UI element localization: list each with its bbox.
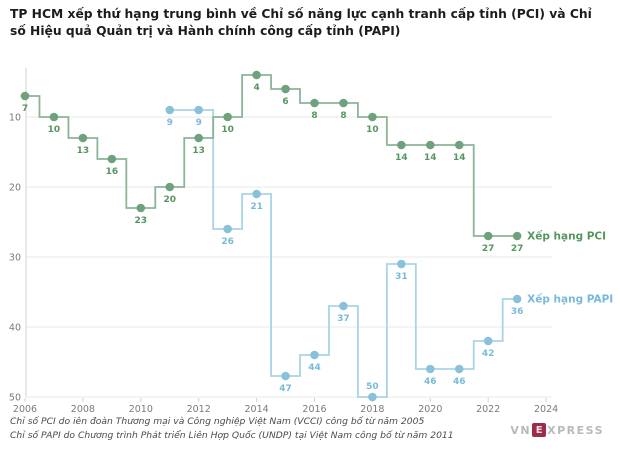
pci-point-label: 13 bbox=[192, 146, 205, 156]
pci-point-label: 14 bbox=[453, 153, 466, 163]
papi-point[interactable] bbox=[339, 301, 348, 311]
pci-point-label: 7 bbox=[22, 104, 28, 114]
papi-point[interactable] bbox=[512, 294, 522, 304]
papi-point[interactable] bbox=[310, 350, 319, 360]
chart-area: 10 20 30 40 50 2006 2008 2010 2012 2014 2016 2018 20… bbox=[0, 60, 620, 416]
pci-point[interactable] bbox=[281, 84, 290, 94]
y-axis-tick-label: 20 bbox=[9, 183, 21, 194]
papi-point-label: 26 bbox=[221, 237, 234, 247]
pci-point[interactable] bbox=[426, 140, 435, 150]
papi-point[interactable] bbox=[426, 364, 435, 374]
x-axis-tick-label: 2020 bbox=[418, 404, 442, 415]
pci-point[interactable] bbox=[512, 231, 522, 241]
vnexpress-logo: VN E XPRESS bbox=[510, 423, 604, 437]
pci-point[interactable] bbox=[454, 140, 464, 150]
x-axis-tick-label: 2024 bbox=[534, 404, 558, 415]
x-axis-tick-label: 2018 bbox=[360, 404, 384, 415]
pci-line bbox=[25, 74, 518, 237]
y-axis-tick-label: 30 bbox=[9, 253, 21, 264]
y-axis-tick-label: 10 bbox=[9, 113, 21, 124]
pci-point-label: 6 bbox=[282, 97, 288, 107]
papi-point[interactable] bbox=[368, 392, 377, 402]
pci-point-label: 27 bbox=[511, 244, 524, 254]
logo-suffix: XPRESS bbox=[547, 423, 604, 437]
papi-point-label: 47 bbox=[279, 384, 292, 394]
pci-point[interactable] bbox=[339, 98, 348, 108]
pci-point[interactable] bbox=[194, 133, 203, 143]
chart-title: TP HCM xếp thứ hạng trung bình về Chỉ số… bbox=[10, 7, 592, 39]
pci-point[interactable] bbox=[397, 140, 406, 150]
y-axis-tick-label: 50 bbox=[9, 393, 21, 404]
pci-point[interactable] bbox=[49, 112, 59, 122]
x-axis-tick-label: 2010 bbox=[129, 404, 153, 415]
pci-point-label: 16 bbox=[106, 167, 119, 177]
pci-point-label: 27 bbox=[482, 244, 495, 254]
x-axis-tick-label: 2012 bbox=[187, 404, 211, 415]
pci-point[interactable] bbox=[483, 231, 493, 241]
pci-point[interactable] bbox=[78, 133, 88, 143]
pci-point-label: 10 bbox=[221, 125, 234, 135]
pci-point-label: 14 bbox=[424, 153, 437, 163]
papi-point-label: 37 bbox=[337, 314, 350, 324]
source-note-pci: Chỉ số PCI do iên đoàn Thương mại và Côn… bbox=[10, 416, 425, 427]
pci-point[interactable] bbox=[368, 112, 377, 122]
papi-point[interactable] bbox=[194, 105, 203, 115]
pci-point-label: 4 bbox=[253, 83, 259, 93]
papi-point-label: 46 bbox=[424, 377, 437, 387]
source-notes: Chỉ số PCI do iên đoàn Thương mại và Côn… bbox=[10, 415, 454, 444]
x-axis-tick-label: 2022 bbox=[476, 404, 500, 415]
pci-point[interactable] bbox=[107, 154, 117, 164]
pci-point[interactable] bbox=[252, 70, 261, 80]
y-axis-tick-label: 40 bbox=[9, 323, 21, 334]
pci-legend-label: Xếp hạng PCI bbox=[527, 230, 606, 243]
logo-e-icon: E bbox=[532, 423, 547, 437]
pci-point-label: 13 bbox=[77, 146, 90, 156]
x-axis-tick-label: 2014 bbox=[245, 404, 269, 415]
pci-point-label: 20 bbox=[163, 195, 176, 205]
papi-point-label: 36 bbox=[511, 307, 524, 317]
pci-point[interactable] bbox=[20, 91, 30, 101]
papi-point-label: 44 bbox=[308, 363, 321, 373]
papi-point-label: 9 bbox=[167, 118, 173, 128]
papi-point[interactable] bbox=[397, 259, 406, 269]
x-axis-tick-label: 2016 bbox=[302, 404, 326, 415]
x-axis-tick-label: 2008 bbox=[71, 404, 95, 415]
papi-point[interactable] bbox=[454, 364, 464, 374]
pci-point[interactable] bbox=[223, 112, 232, 122]
pci-point[interactable] bbox=[310, 98, 319, 108]
papi-point-label: 21 bbox=[250, 202, 263, 212]
papi-point-label: 50 bbox=[366, 382, 379, 392]
papi-point[interactable] bbox=[483, 336, 493, 346]
pci-point-label: 8 bbox=[311, 111, 317, 121]
pci-point-label: 10 bbox=[366, 125, 379, 135]
papi-legend-label: Xếp hạng PAPI bbox=[527, 293, 613, 306]
x-axis-tick-label: 2006 bbox=[13, 404, 37, 415]
source-note-papi: Chỉ số PAPI do Chương trình Phát triển L… bbox=[10, 430, 454, 442]
logo-prefix: VN bbox=[510, 423, 532, 437]
papi-point-label: 31 bbox=[395, 272, 408, 282]
pci-point[interactable] bbox=[165, 182, 175, 192]
pci-point-label: 8 bbox=[340, 111, 346, 121]
pci-point-label: 23 bbox=[135, 216, 148, 226]
papi-point[interactable] bbox=[165, 105, 175, 115]
papi-point[interactable] bbox=[252, 189, 261, 199]
papi-point[interactable] bbox=[281, 371, 290, 381]
papi-point-label: 9 bbox=[196, 118, 202, 128]
pci-point-label: 14 bbox=[395, 153, 408, 163]
papi-point-label: 42 bbox=[482, 349, 495, 359]
pci-point-label: 10 bbox=[48, 125, 61, 135]
papi-point[interactable] bbox=[223, 224, 232, 234]
papi-point-label: 46 bbox=[453, 377, 466, 387]
pci-point[interactable] bbox=[136, 203, 146, 213]
